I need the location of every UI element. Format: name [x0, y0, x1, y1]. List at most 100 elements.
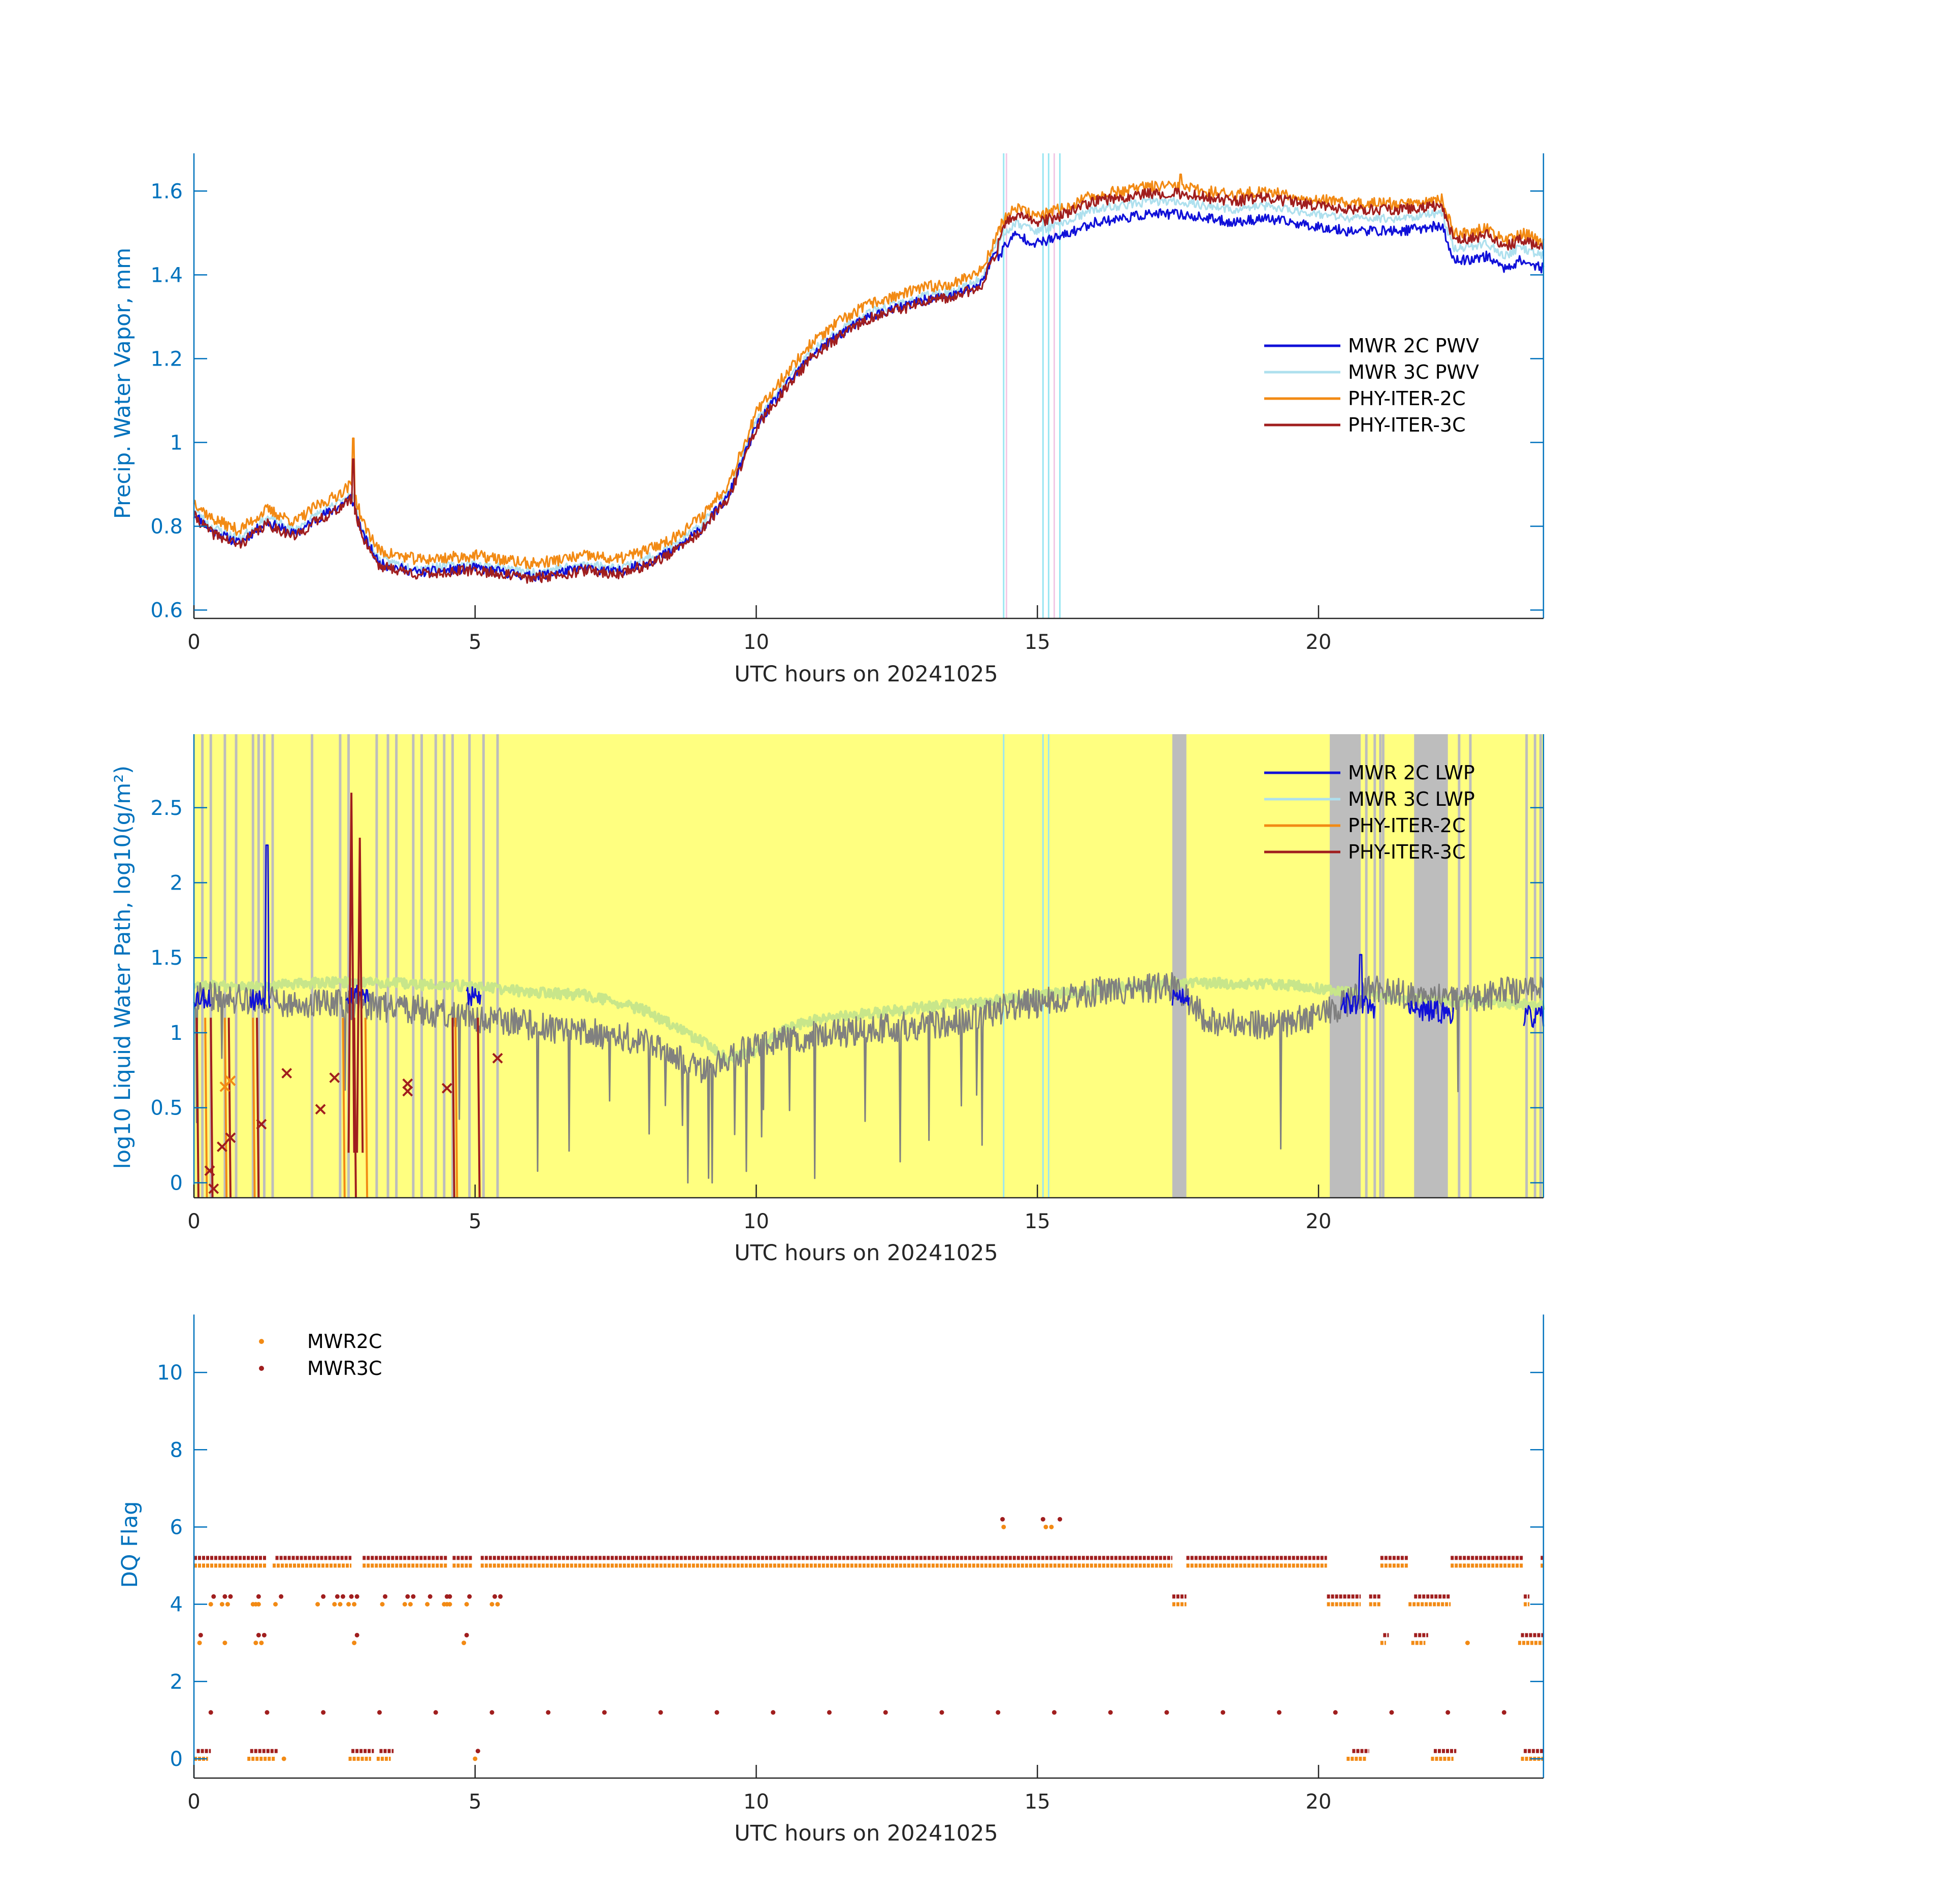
dq-flag-point: [383, 1594, 388, 1599]
pwv-x-tick-label: 5: [469, 631, 481, 654]
dq-legend-swatch: [259, 1339, 264, 1344]
dq-flag-point: [433, 1710, 438, 1715]
dq-flag-point: [658, 1710, 663, 1715]
lwp-y-tick-label: 2.5: [150, 797, 183, 820]
dq-flag-point: [228, 1594, 233, 1599]
dq-flag-point: [198, 1632, 203, 1637]
dq-flag-point: [211, 1594, 216, 1599]
lwp-y-tick-label: 1.5: [150, 946, 183, 970]
lwp-spike-line: [356, 837, 364, 1153]
lwp-ylabel: log10 Liquid Water Path, log10(g/m²): [110, 766, 136, 1169]
dq-y-tick-label: 0: [170, 1748, 183, 1771]
dq-flag-point: [1333, 1710, 1338, 1715]
dq-flag-point: [1049, 1524, 1054, 1529]
lwp-x-tick-label: 20: [1306, 1210, 1332, 1233]
pwv-series-line: [193, 208, 1544, 582]
lwp-x-tick-label: 10: [743, 1210, 769, 1233]
dq-flag-point: [340, 1594, 345, 1599]
dq-flag-point: [546, 1710, 551, 1715]
lwp-drop-line: [477, 1017, 481, 1198]
pwv-x-tick-label: 0: [187, 631, 200, 654]
dq-flag-point: [939, 1710, 944, 1715]
lwp-spike-line: [347, 793, 355, 1153]
lwp-drop-line: [223, 1017, 228, 1198]
dq-flag-point: [197, 1640, 202, 1646]
dq-y-tick-label: 4: [170, 1593, 183, 1617]
lwp-plot-area: [193, 734, 1545, 1198]
lwp-mwr2c-segment: [249, 844, 271, 1010]
dq-flag-point: [259, 1640, 264, 1646]
pwv-y-tick-label: 1.2: [150, 347, 183, 371]
dq-ylabel: DQ Flag: [117, 1501, 143, 1588]
dq-flag-point: [354, 1632, 359, 1637]
pwv-plot-area: [193, 153, 1544, 618]
dq-flag-point: [225, 1602, 230, 1607]
lwp-drop-line: [353, 1017, 357, 1198]
dq-flag-point: [464, 1602, 469, 1607]
lwp-gray-band: [1414, 734, 1448, 1198]
dq-flag-point: [1058, 1517, 1063, 1522]
pwv-axes: 0 5 10 15 20 0.6 0.8 1 1.2 1.4 1.6: [150, 153, 1544, 654]
pwv-y-tick-label: 1: [170, 431, 183, 454]
dq-legend-label: MWR2C: [307, 1330, 382, 1353]
lwp-legend: MWR 2C LWP MWR 3C LWP PHY-ITER-2C PHY-ITER-…: [1264, 762, 1475, 863]
dq-flag-point: [447, 1594, 452, 1599]
dq-flag-point: [279, 1594, 284, 1599]
dq-y-tick-label: 6: [170, 1516, 183, 1539]
dq-flag-point: [349, 1594, 354, 1599]
dq-flag-point: [489, 1710, 495, 1715]
pwv-ylabel: Precip. Water Vapor, mm: [110, 248, 136, 519]
lwp-x-marker: [208, 1183, 219, 1194]
dq-flag-point: [321, 1594, 326, 1599]
lwp-x-marker: [492, 1053, 503, 1064]
dq-flag-point: [408, 1602, 413, 1607]
lwp-mwr2c-segment: [1523, 1005, 1544, 1028]
dq-flag-point: [380, 1602, 385, 1607]
lwp-mwr2c-segment: [1171, 988, 1190, 1006]
dq-plot-area: [194, 1517, 1543, 1761]
dq-flag-point: [315, 1602, 320, 1607]
dq-flag-point: [208, 1602, 213, 1607]
dq-flag-point: [411, 1594, 416, 1599]
lwp-drop-line: [454, 1017, 458, 1198]
lwp-x-marker: [204, 1165, 215, 1176]
lwp-y-tick-label: 1: [170, 1022, 183, 1045]
lwp-y-tick-label: 0.5: [150, 1097, 183, 1120]
lwp-axes: 0 5 10 15 20 0 0.5 1 1.5 2 2.5: [150, 734, 1544, 1233]
dq-flag-point: [338, 1602, 343, 1607]
lwp-drop-line: [252, 1017, 256, 1198]
lwp-gray-band: [1330, 734, 1361, 1198]
lwp-drop-line: [451, 1017, 455, 1198]
dq-legend-swatch: [259, 1366, 264, 1371]
lwp-legend-label: PHY-ITER-2C: [1348, 814, 1466, 837]
pwv-y-tick-label: 0.6: [150, 599, 183, 622]
pwv-legend-label: MWR 3C PWV: [1348, 361, 1479, 383]
lwp-x-marker: [315, 1104, 326, 1115]
dq-flag-point: [1445, 1710, 1451, 1715]
dq-flag-point: [464, 1632, 469, 1637]
dq-flag-point: [475, 1749, 480, 1754]
dq-flag-point: [1043, 1524, 1048, 1529]
lwp-x-marker: [402, 1078, 413, 1089]
lwp-gray-series: [193, 972, 1544, 1184]
lwp-x-tick-label: 5: [469, 1210, 481, 1233]
lwp-x-marker: [281, 1068, 292, 1079]
lwp-drop-line: [364, 1017, 369, 1198]
lwp-x-marker: [441, 1082, 452, 1094]
dq-axes: 0 5 10 15 20 0 2 4 6 8 10: [157, 1315, 1544, 1814]
dq-flag-point: [1276, 1710, 1281, 1715]
dq-flag-point: [495, 1602, 500, 1607]
lwp-legend-label: PHY-ITER-3C: [1348, 841, 1466, 863]
dq-flag-point: [425, 1602, 430, 1607]
lwp-gray-band: [1172, 734, 1187, 1198]
dq-flag-point: [1040, 1517, 1045, 1522]
dq-x-tick-label: 10: [743, 1790, 769, 1814]
dq-flag-point: [602, 1710, 607, 1715]
dq-legend: MWR2C MWR3C: [259, 1330, 382, 1380]
dq-y-tick-label: 2: [170, 1670, 183, 1694]
dq-flag-point: [1389, 1710, 1394, 1715]
dq-flag-point: [256, 1632, 261, 1637]
dq-x-tick-label: 5: [469, 1790, 481, 1814]
lwp-legend-label: MWR 2C LWP: [1348, 762, 1475, 784]
